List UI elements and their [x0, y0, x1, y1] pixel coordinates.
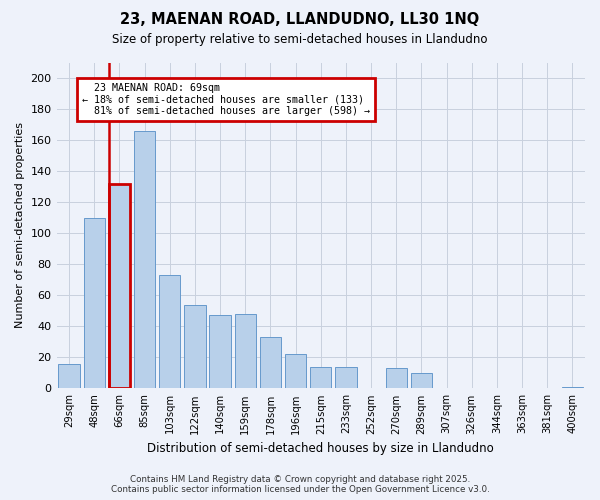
- Bar: [411, 373, 432, 388]
- Bar: [109, 184, 130, 388]
- Text: 23 MAENAN ROAD: 69sqm
← 18% of semi-detached houses are smaller (133)
  81% of s: 23 MAENAN ROAD: 69sqm ← 18% of semi-deta…: [82, 82, 370, 116]
- Bar: [235, 314, 256, 388]
- Y-axis label: Number of semi-detached properties: Number of semi-detached properties: [15, 122, 25, 328]
- Bar: [209, 316, 231, 388]
- Bar: [386, 368, 407, 388]
- Text: Size of property relative to semi-detached houses in Llandudno: Size of property relative to semi-detach…: [112, 32, 488, 46]
- Bar: [260, 337, 281, 388]
- Bar: [310, 366, 331, 388]
- X-axis label: Distribution of semi-detached houses by size in Llandudno: Distribution of semi-detached houses by …: [148, 442, 494, 455]
- Bar: [159, 275, 181, 388]
- Bar: [184, 304, 206, 388]
- Bar: [83, 218, 105, 388]
- Text: 23, MAENAN ROAD, LLANDUDNO, LL30 1NQ: 23, MAENAN ROAD, LLANDUDNO, LL30 1NQ: [121, 12, 479, 28]
- Bar: [335, 366, 356, 388]
- Text: Contains HM Land Registry data © Crown copyright and database right 2025.
Contai: Contains HM Land Registry data © Crown c…: [110, 474, 490, 494]
- Bar: [285, 354, 307, 388]
- Bar: [134, 131, 155, 388]
- Bar: [58, 364, 80, 388]
- Bar: [562, 387, 583, 388]
